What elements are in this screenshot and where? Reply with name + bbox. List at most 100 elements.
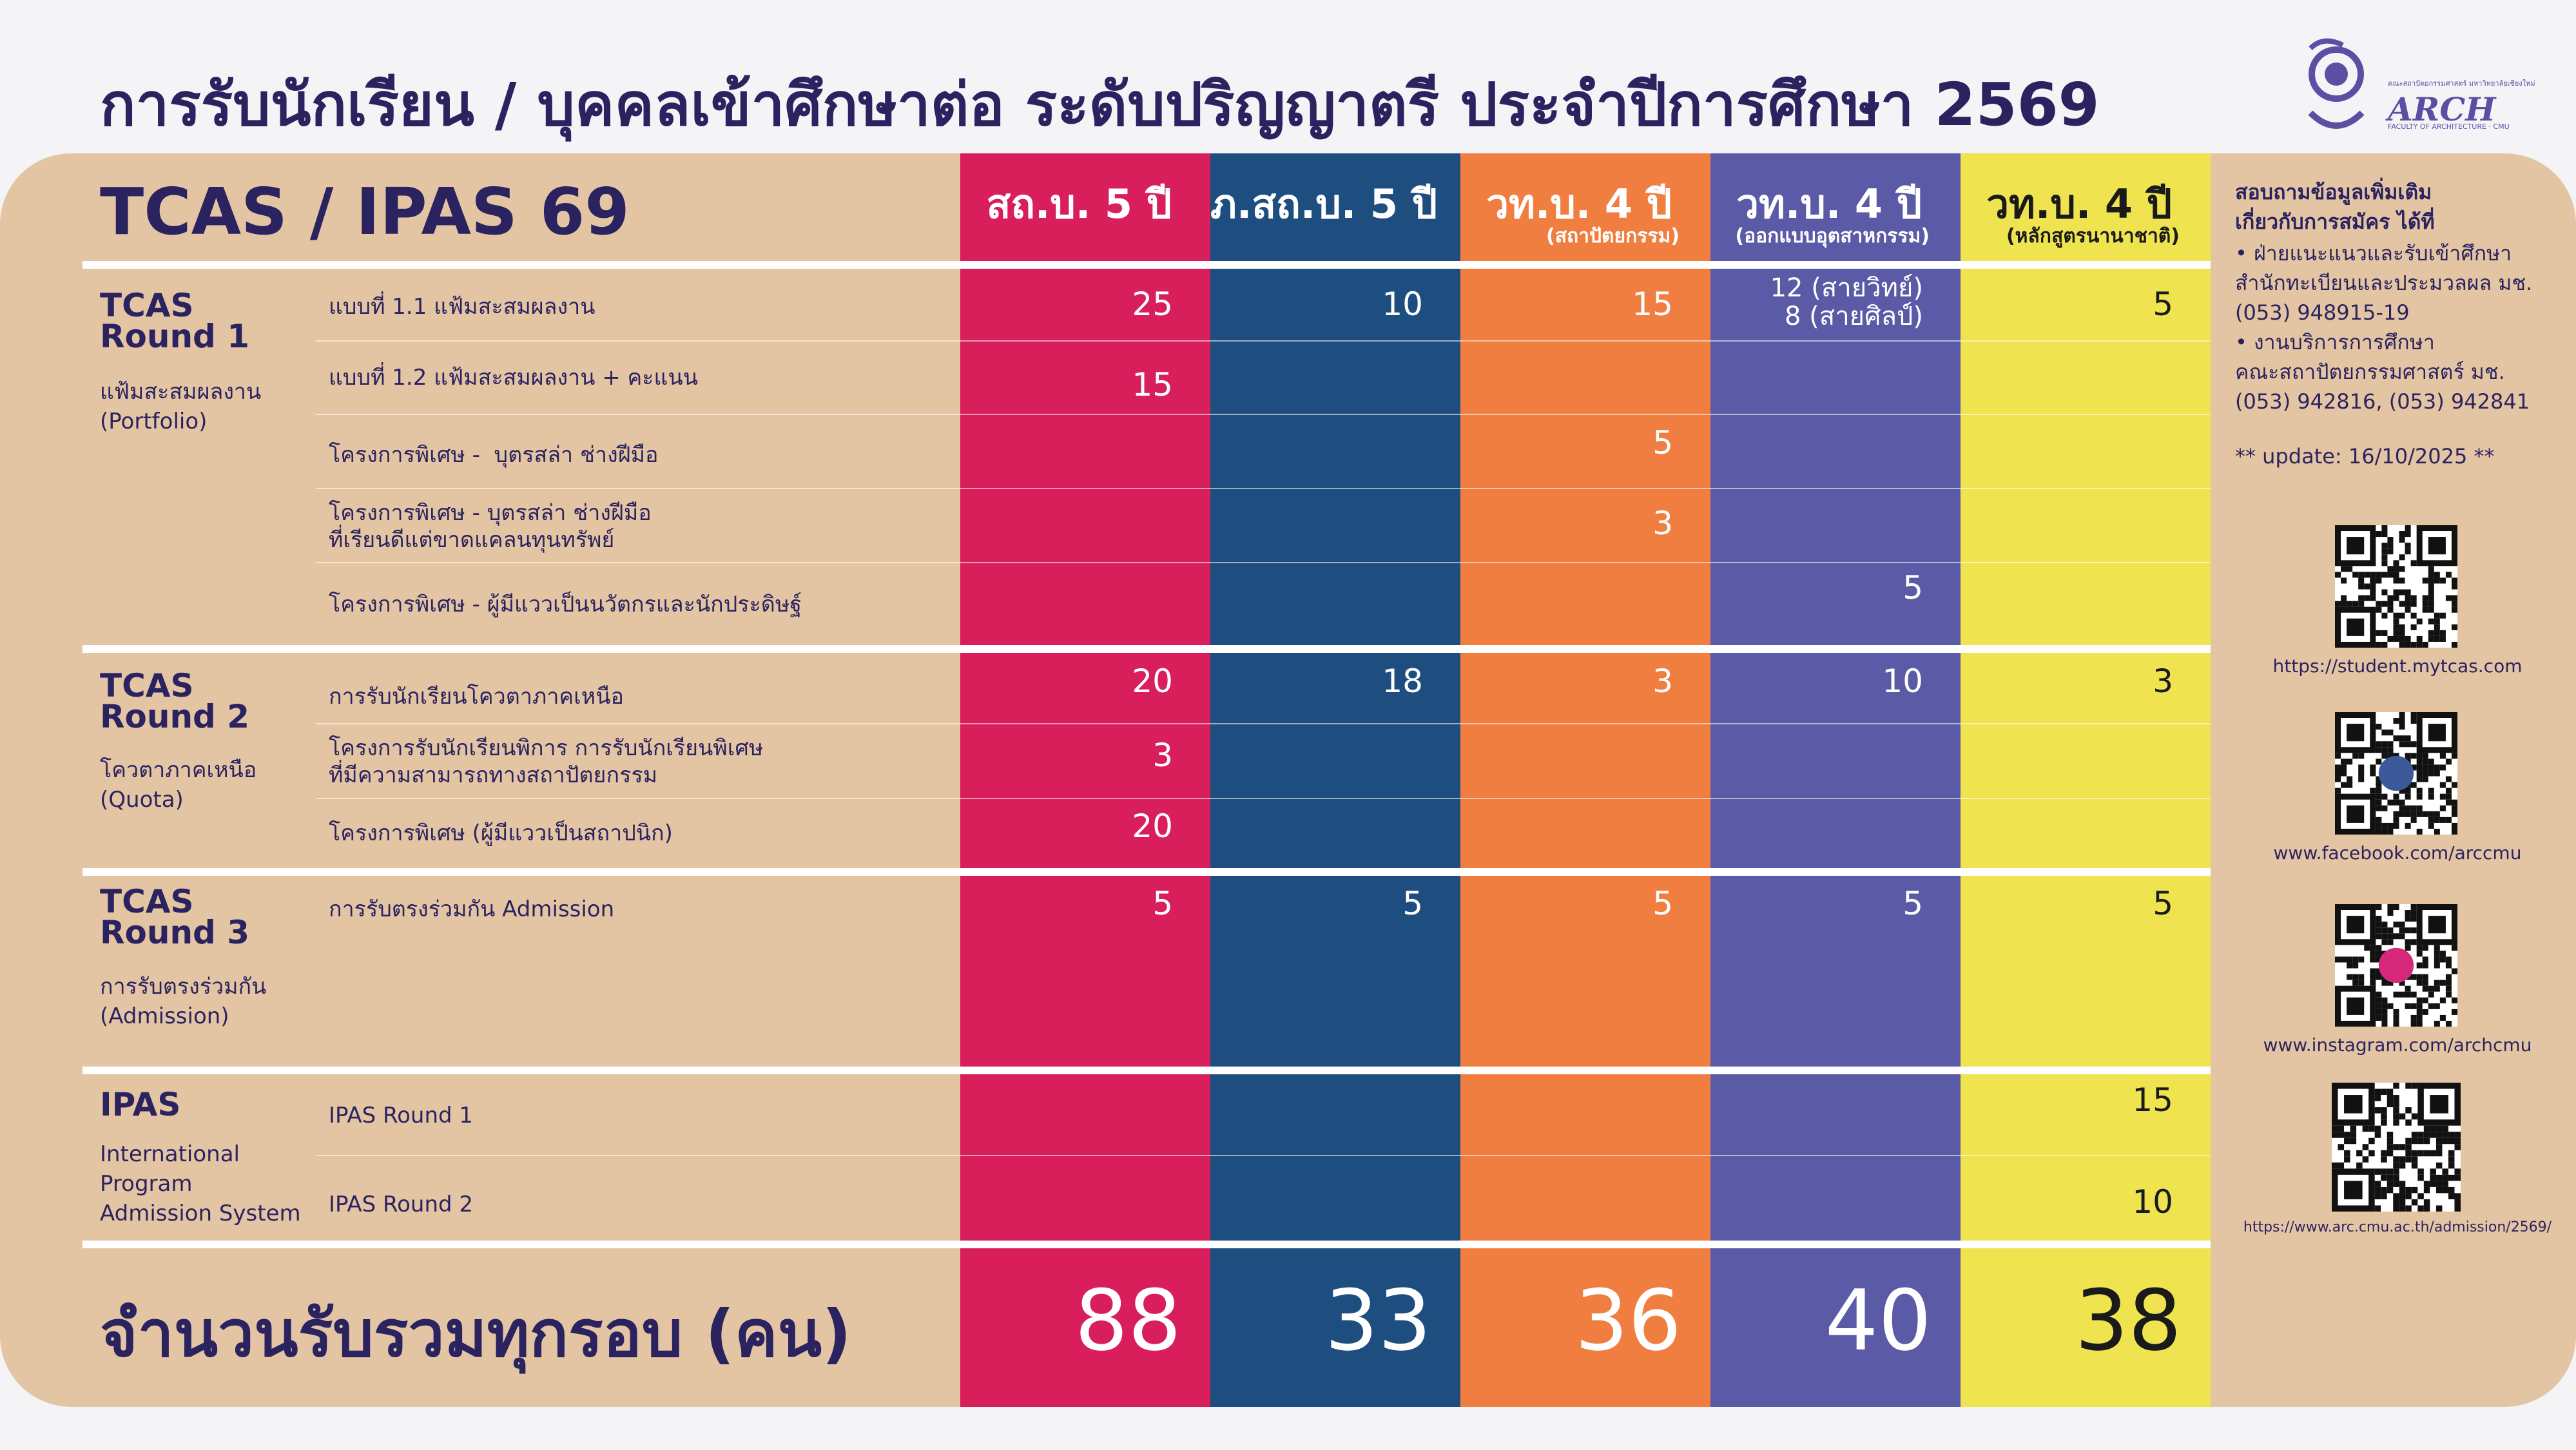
qr-module [2434, 817, 2440, 823]
qr-code-icon[interactable] [2335, 525, 2457, 648]
qr-link-url[interactable]: www.instagram.com/archcmu [2263, 1034, 2532, 1056]
qr-module [2410, 741, 2417, 748]
qr-module [2387, 537, 2394, 543]
qr-module [2393, 1101, 2399, 1108]
qr-module [2434, 577, 2440, 584]
qr-module [2387, 747, 2394, 753]
qr-module [2352, 601, 2359, 607]
qr-module [2423, 1205, 2430, 1212]
qr-module [2422, 1009, 2428, 1015]
qr-module [2411, 1132, 2418, 1138]
row-divider [316, 414, 2211, 415]
qr-module [2332, 1162, 2338, 1169]
qr-module [2376, 782, 2382, 788]
qr-module [2374, 1125, 2381, 1132]
qr-module [2451, 641, 2457, 648]
qr-module [2370, 788, 2376, 794]
qr-module [2422, 764, 2428, 771]
qr-module [2434, 811, 2440, 817]
qr-module [2436, 1174, 2443, 1181]
program-column: สถ.บ. 5 ปี 25 15 20 3 20 5 88 [960, 153, 1210, 1407]
qr-link-url[interactable]: https://student.mytcas.com [2272, 655, 2523, 677]
qr-module [2410, 718, 2417, 724]
qr-module [2434, 980, 2440, 986]
qr-module [2347, 956, 2353, 963]
qr-module [2399, 788, 2405, 794]
qr-module [2393, 1144, 2399, 1150]
qr-code-icon[interactable] [2335, 712, 2457, 835]
qr-module [2338, 1132, 2345, 1138]
qr-module [2451, 805, 2457, 811]
qr-module [2376, 1003, 2382, 1009]
qr-code-icon[interactable] [2332, 1083, 2461, 1212]
qr-module [2416, 1014, 2423, 1021]
qr-module [2405, 991, 2411, 998]
qr-module [2393, 1119, 2399, 1126]
qr-module [2376, 991, 2382, 998]
quota-value: 3 [1652, 505, 1673, 542]
qr-code-icon[interactable] [2335, 904, 2457, 1027]
qr-module [2434, 635, 2440, 642]
qr-module [2399, 589, 2405, 595]
qr-module [2341, 577, 2347, 584]
qr-link-url[interactable]: www.facebook.com/arccmu [2273, 842, 2522, 864]
qr-module [2381, 793, 2388, 800]
qr-module [2381, 927, 2388, 934]
qr-module [2416, 805, 2423, 811]
qr-module [2410, 612, 2417, 619]
qr-module [2399, 1181, 2406, 1187]
quota-value: 5 [1903, 569, 1923, 606]
qr-module [2399, 577, 2405, 584]
qr-link-url[interactable]: https://www.arc.cmu.ac.th/admission/2569… [2243, 1219, 2552, 1235]
qr-module [2370, 595, 2376, 601]
qr-module [2341, 770, 2347, 777]
qr-module [2374, 1088, 2381, 1096]
qr-module [2387, 904, 2394, 911]
qr-module [2356, 1150, 2363, 1157]
qr-module [2370, 572, 2376, 578]
qr-module [2430, 1168, 2436, 1175]
qr-module [2387, 572, 2394, 578]
quota-value: 3 [1652, 662, 1673, 700]
round-name: TCAS Round 1 [100, 287, 250, 355]
qr-module [2445, 991, 2452, 998]
qr-module [2350, 1137, 2357, 1145]
qr-module [2399, 531, 2405, 537]
qr-module [2364, 595, 2370, 601]
qr-module [2393, 1095, 2399, 1101]
qr-module [2451, 606, 2457, 613]
qr-module [2381, 589, 2388, 595]
qr-module [2405, 735, 2411, 742]
qr-module [2428, 764, 2434, 771]
qr-module [2434, 572, 2440, 578]
qr-module [2376, 945, 2382, 951]
qr-module [2358, 974, 2365, 980]
qr-module [2448, 1137, 2455, 1145]
qr-module [2445, 962, 2452, 969]
qr-module [2428, 595, 2434, 601]
qr-module [2399, 922, 2405, 928]
qr-module [2442, 1186, 2448, 1194]
qr-module [2399, 1144, 2406, 1150]
qr-module [2442, 1168, 2448, 1175]
qr-module [2434, 1003, 2440, 1009]
qr-module [2370, 956, 2376, 963]
qr-module [2393, 635, 2399, 642]
qr-module [2381, 939, 2388, 945]
qr-module [2399, 933, 2405, 940]
row-divider [316, 798, 2211, 799]
qr-module [2428, 793, 2434, 800]
total-value: 36 [1574, 1271, 1681, 1369]
qr-module [2376, 630, 2382, 636]
round-name: TCAS Round 3 [100, 883, 250, 951]
qr-finder [2347, 805, 2365, 823]
qr-module [2436, 1186, 2443, 1194]
program-column: วท.บ. 4 ปี (สถาปัตยกรรม) 15 5 3 3 5 36 [1460, 153, 1710, 1407]
qr-module [2405, 945, 2411, 951]
qr-module [2405, 793, 2411, 800]
qr-module [2405, 543, 2411, 549]
qr-finder [2344, 1181, 2363, 1199]
qr-module [2410, 1003, 2417, 1009]
faculty-logo [2304, 35, 2472, 132]
quota-value: 18 [1382, 662, 1423, 700]
